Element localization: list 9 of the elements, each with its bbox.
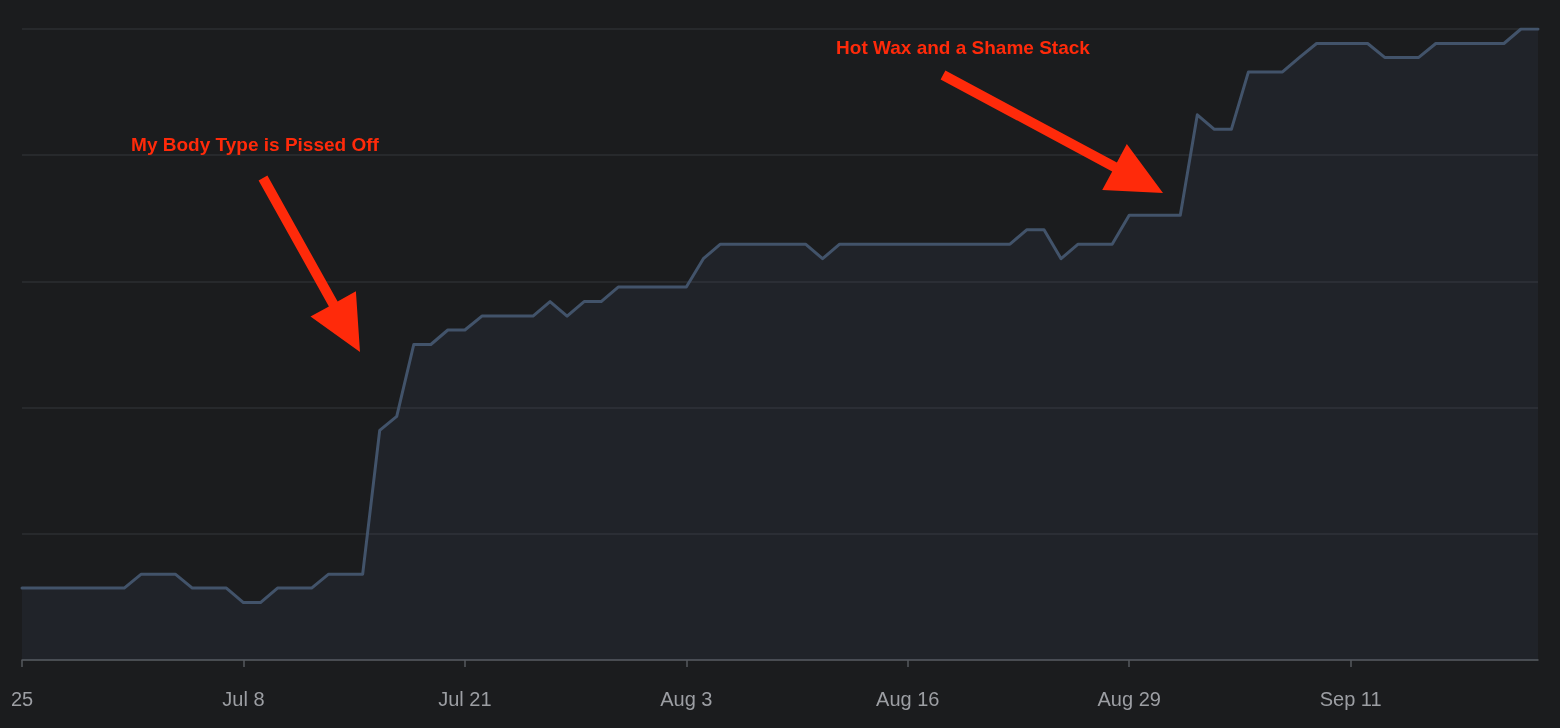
- x-tick-label: Aug 16: [876, 688, 940, 710]
- annotation: My Body Type is Pissed Off: [131, 134, 379, 156]
- x-tick-label: 25: [10, 688, 34, 710]
- x-tick-label: Jul 21: [438, 688, 492, 710]
- x-tick-label: Sep 11: [1319, 688, 1382, 710]
- x-tick-label: Aug 29: [1097, 688, 1161, 710]
- annotation: Hot Wax and a Shame Stack: [836, 37, 1090, 59]
- x-tick-label: Jul 8: [222, 688, 265, 710]
- x-tick-label: Aug 3: [660, 688, 713, 710]
